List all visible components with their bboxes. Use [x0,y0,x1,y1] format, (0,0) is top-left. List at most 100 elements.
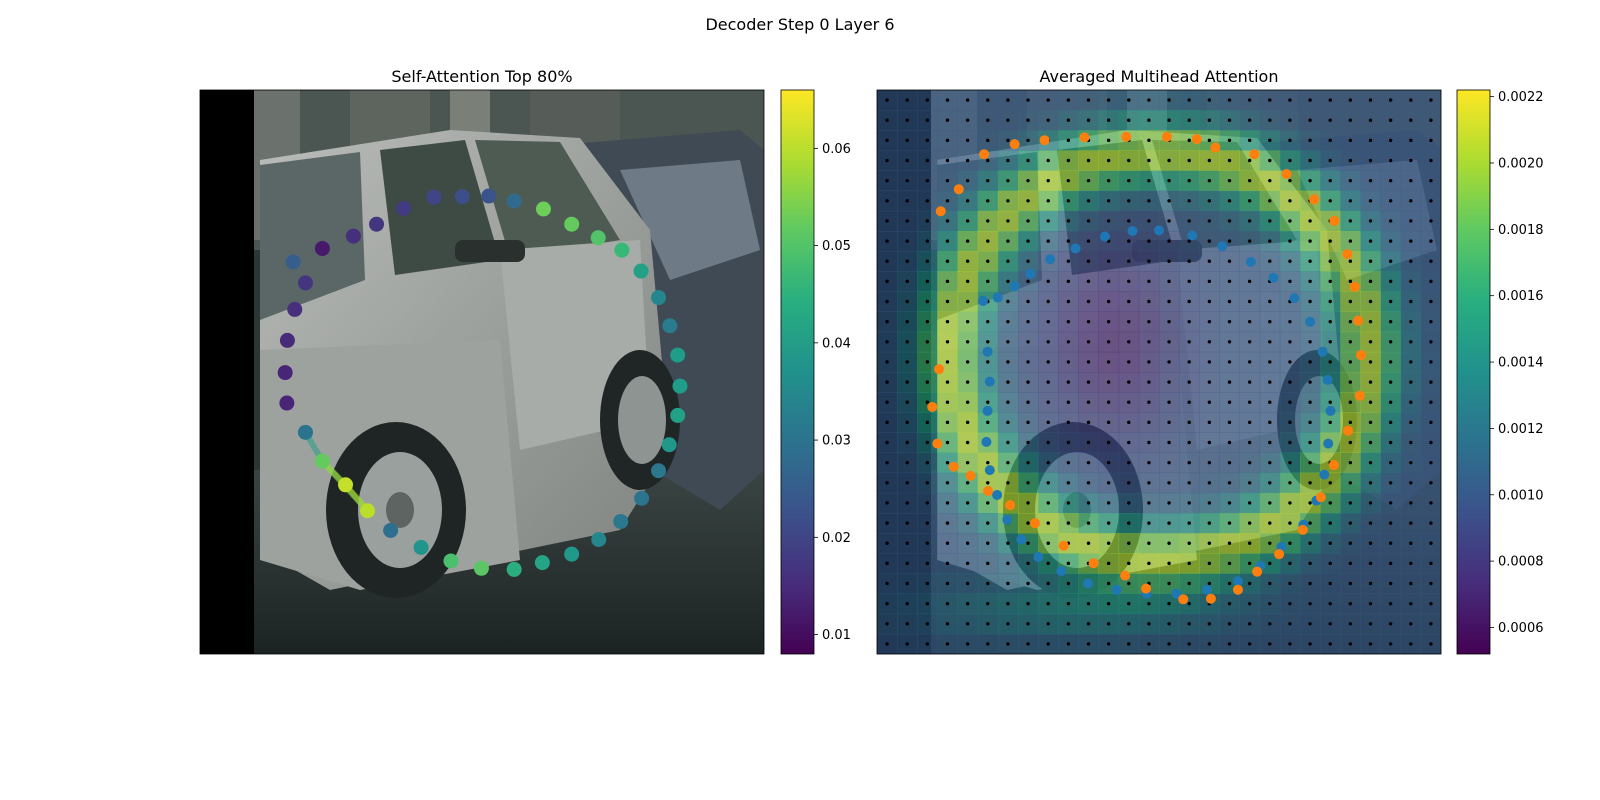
grid-dot [925,360,930,364]
grid-dot [1147,279,1151,284]
grid-dot [1348,460,1353,465]
grid-dot [885,360,889,364]
grid-dot [1187,561,1191,566]
attention-point [506,561,522,577]
grid-dot [1167,440,1171,445]
grid-dot [1147,460,1151,465]
right-colorbar: 0.0006 0.0008 0.0010 0.0012 0.0014 0.0016 0.00… [1456,89,1544,655]
grid-dot [1308,642,1312,646]
grid-dot [1086,199,1091,203]
grid-dot [1086,481,1091,485]
grid-dot [905,440,909,445]
grid-dot [1086,440,1091,445]
grid-dot [1046,601,1050,606]
query-point-blue [1016,534,1027,545]
grid-dot [1167,279,1171,284]
grid-dot [1308,561,1312,566]
grid-dot [925,601,930,606]
grid-dot [1006,642,1010,646]
grid-dot [945,259,950,263]
grid-dot [1207,481,1212,485]
grid-dot [885,138,889,143]
grid-dot [1127,460,1131,465]
grid-dot [1388,400,1393,404]
grid-dot [885,380,889,384]
grid-dot [1388,279,1393,284]
query-point-blue [1070,243,1081,254]
reference-point-orange [1088,558,1099,569]
attention-point [634,490,650,506]
grid-dot [1368,642,1373,646]
grid-dot [1348,319,1353,324]
grid-dot [1227,521,1232,525]
grid-dot [1026,581,1030,586]
grid-dot [1187,481,1191,485]
grid-dot [1187,158,1191,163]
grid-dot [986,319,990,324]
grid-dot [1247,460,1252,465]
grid-dot [1207,622,1212,626]
grid-dot [1247,420,1252,425]
grid-dot [1247,158,1252,163]
grid-dot [1368,219,1373,223]
grid-dot [1288,219,1292,223]
grid-dot [1328,541,1332,545]
grid-dot [986,642,990,646]
grid-dot [1288,420,1292,425]
query-point-blue [1245,257,1256,268]
grid-dot [1247,561,1252,566]
grid-dot [1006,622,1010,626]
left-axes-frame [199,89,765,655]
grid-dot [1308,581,1312,586]
grid-dot [1127,581,1131,586]
grid-dot [1207,299,1212,304]
query-point-blue [1268,272,1279,283]
grid-dot [1227,340,1232,344]
grid-dot [1207,340,1212,344]
grid-dot [1147,601,1151,606]
grid-dot [1409,521,1413,525]
grid-dot [885,581,889,586]
grid-dot [1308,259,1312,263]
grid-dot [1268,601,1272,606]
grid-dot [1127,239,1131,243]
attention-point [535,201,551,217]
query-point-blue [1325,405,1336,416]
grid-dot [1308,440,1312,445]
query-point-blue [992,489,1003,500]
grid-dot [945,360,950,364]
grid-dot [1268,440,1272,445]
grid-dot [1066,118,1071,122]
grid-dot [1268,420,1272,425]
grid-dot [1409,501,1413,505]
grid-dot [925,642,930,646]
grid-dot [1106,622,1111,626]
grid-dot [965,360,970,364]
grid-dot [965,601,970,606]
grid-dot [1187,420,1191,425]
grid-dot [885,481,889,485]
grid-dot [1368,400,1373,404]
attention-point [360,503,376,519]
grid-dot [1147,178,1151,183]
grid-dot [1127,642,1131,646]
grid-dot [1247,340,1252,344]
grid-dot [885,118,889,122]
grid-dot [1368,340,1373,344]
grid-dot [1066,561,1071,566]
grid-dot [1106,420,1111,425]
grid-dot [1288,98,1292,102]
grid-dot [1429,601,1433,606]
grid-dot [1127,481,1131,485]
grid-dot [986,622,990,626]
grid-dot [1368,239,1373,243]
grid-dot [1227,319,1232,324]
grid-dot [1167,199,1171,203]
attention-point [614,242,630,258]
grid-dot [1227,98,1232,102]
grid-dot [1147,561,1151,566]
grid-dot [1066,340,1071,344]
grid-dot [905,239,909,243]
reference-point-orange [1342,249,1353,260]
grid-dot [1388,299,1393,304]
